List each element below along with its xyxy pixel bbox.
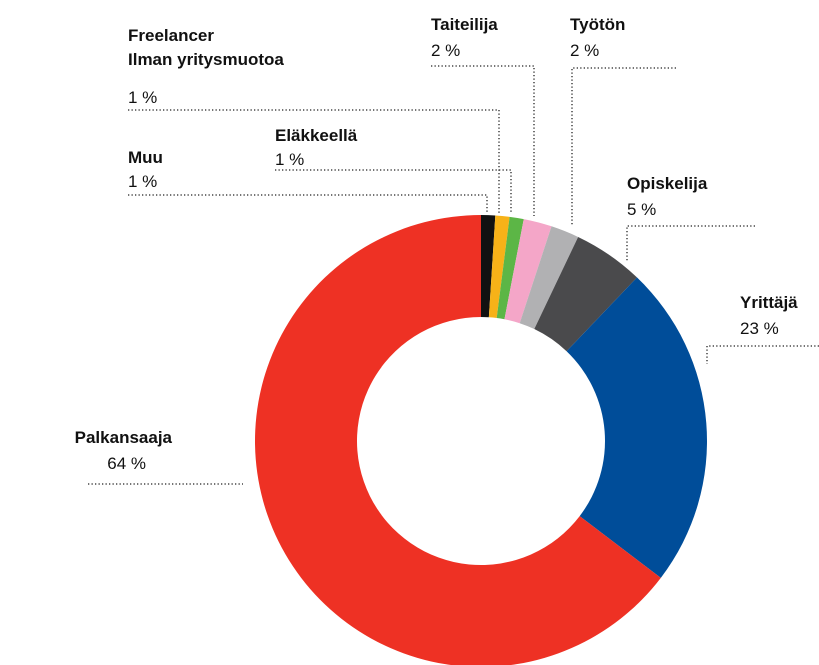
slice-name: Työtön bbox=[570, 15, 626, 34]
slice-name: Palkansaaja bbox=[74, 428, 172, 447]
slice-name: Opiskelija bbox=[627, 174, 708, 193]
leader-line bbox=[571, 67, 676, 226]
donut-slice bbox=[566, 277, 708, 578]
leader-line bbox=[431, 65, 535, 216]
donut-slice bbox=[481, 215, 496, 318]
slice-value: 1 % bbox=[128, 172, 158, 191]
donut-slice bbox=[496, 216, 524, 320]
slice-name: Muu bbox=[128, 148, 163, 167]
donut-slice bbox=[488, 215, 510, 318]
slice-value: 5 % bbox=[627, 200, 657, 219]
slice-value: 23 % bbox=[740, 319, 779, 338]
slice-value: 1 % bbox=[128, 88, 158, 107]
donut-slice bbox=[255, 215, 661, 665]
donut-slice bbox=[504, 219, 552, 324]
slice-name: Freelancer Ilman yritysmuotoa bbox=[128, 26, 284, 69]
leader-line bbox=[626, 225, 755, 262]
leader-line bbox=[275, 169, 512, 214]
slice-name: Yrittäjä bbox=[740, 293, 798, 312]
slice-value: 64 % bbox=[107, 454, 146, 473]
leader-line bbox=[128, 109, 500, 213]
slice-value: 2 % bbox=[570, 41, 600, 60]
leader-line bbox=[128, 194, 488, 213]
slice-value: 2 % bbox=[431, 41, 461, 60]
slice-value: 1 % bbox=[275, 150, 305, 169]
leader-line bbox=[706, 345, 819, 364]
donut-slice bbox=[519, 226, 579, 330]
slice-name: Taiteilija bbox=[431, 15, 498, 34]
donut-slice bbox=[534, 236, 637, 352]
slice-name: Eläkkeellä bbox=[275, 126, 358, 145]
